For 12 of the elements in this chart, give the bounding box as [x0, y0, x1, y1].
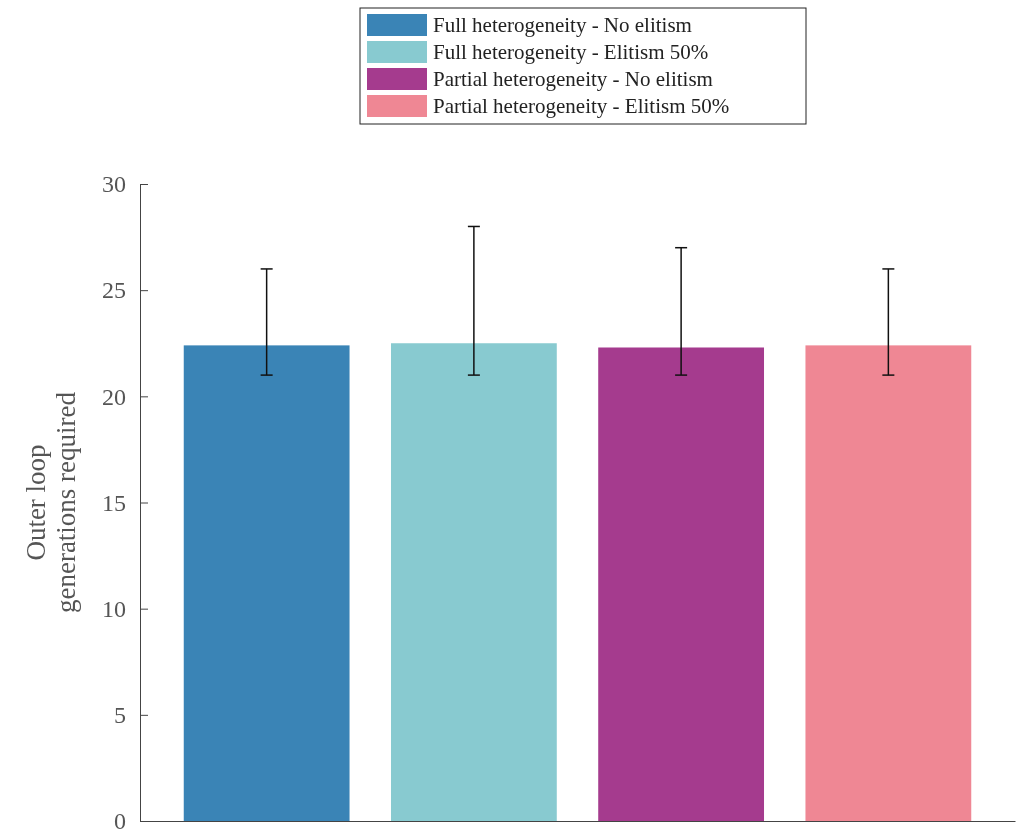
y-axis-title: Outer loop generations required [21, 391, 81, 614]
legend-label: Full heterogeneity - No elitism [433, 13, 692, 37]
legend-label: Partial heterogeneity - Elitism 50% [433, 94, 730, 118]
legend-label: Partial heterogeneity - No elitism [433, 67, 713, 91]
y-tick-label: 25 [102, 277, 126, 304]
y-tick-label: 20 [102, 383, 126, 410]
y-tick-label: 0 [114, 808, 126, 833]
y-tick-label: 30 [102, 171, 126, 198]
y-tick-label: 15 [102, 489, 126, 516]
y-tick-label: 5 [114, 702, 126, 729]
y-tick-label: 10 [102, 595, 126, 622]
legend-label: Full heterogeneity - Elitism 50% [433, 40, 709, 64]
